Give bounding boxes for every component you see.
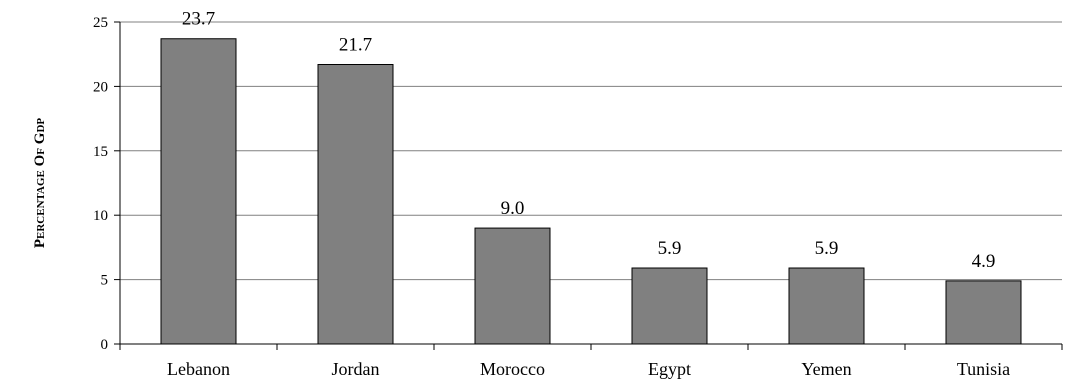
data-label-tunisia: 4.9 (972, 251, 996, 272)
data-label-morocco: 9.0 (501, 198, 525, 219)
data-labels: 23.7 21.7 9.0 5.9 5.9 4.9 (182, 9, 996, 272)
data-label-egypt: 5.9 (658, 238, 682, 259)
category-label-morocco: Morocco (480, 359, 545, 379)
y-tick-label-15: 15 (93, 144, 108, 160)
category-label-egypt: Egypt (648, 359, 691, 379)
bars (160, 38, 1022, 345)
y-tick-label-5: 5 (101, 273, 109, 289)
y-tick-label-0: 0 (101, 337, 109, 353)
bar-egypt (631, 267, 708, 345)
category-label-jordan: Jordan (332, 359, 380, 379)
data-label-lebanon: 23.7 (182, 9, 215, 30)
y-tick-label-10: 10 (93, 208, 108, 224)
bar-yemen (788, 267, 865, 345)
x-category-labels: Lebanon Jordan Morocco Egypt Yemen Tunisia (167, 359, 1010, 379)
y-tick-labels: 0 5 10 15 20 25 (93, 15, 108, 353)
data-label-yemen: 5.9 (815, 238, 839, 259)
axes (114, 21, 1063, 350)
gridlines (120, 21, 1062, 281)
bar-lebanon (160, 38, 237, 345)
y-tick-label-25: 25 (93, 15, 108, 31)
bar-tunisia (945, 280, 1022, 345)
y-axis-label: PERCENTAGE OF GDP (32, 118, 48, 249)
category-label-tunisia: Tunisia (957, 359, 1010, 379)
category-label-yemen: Yemen (801, 359, 851, 379)
category-label-lebanon: Lebanon (167, 359, 230, 379)
data-label-jordan: 21.7 (339, 35, 372, 56)
bar-morocco (474, 227, 551, 345)
bar-jordan (317, 64, 394, 345)
y-tick-label-20: 20 (93, 79, 108, 95)
